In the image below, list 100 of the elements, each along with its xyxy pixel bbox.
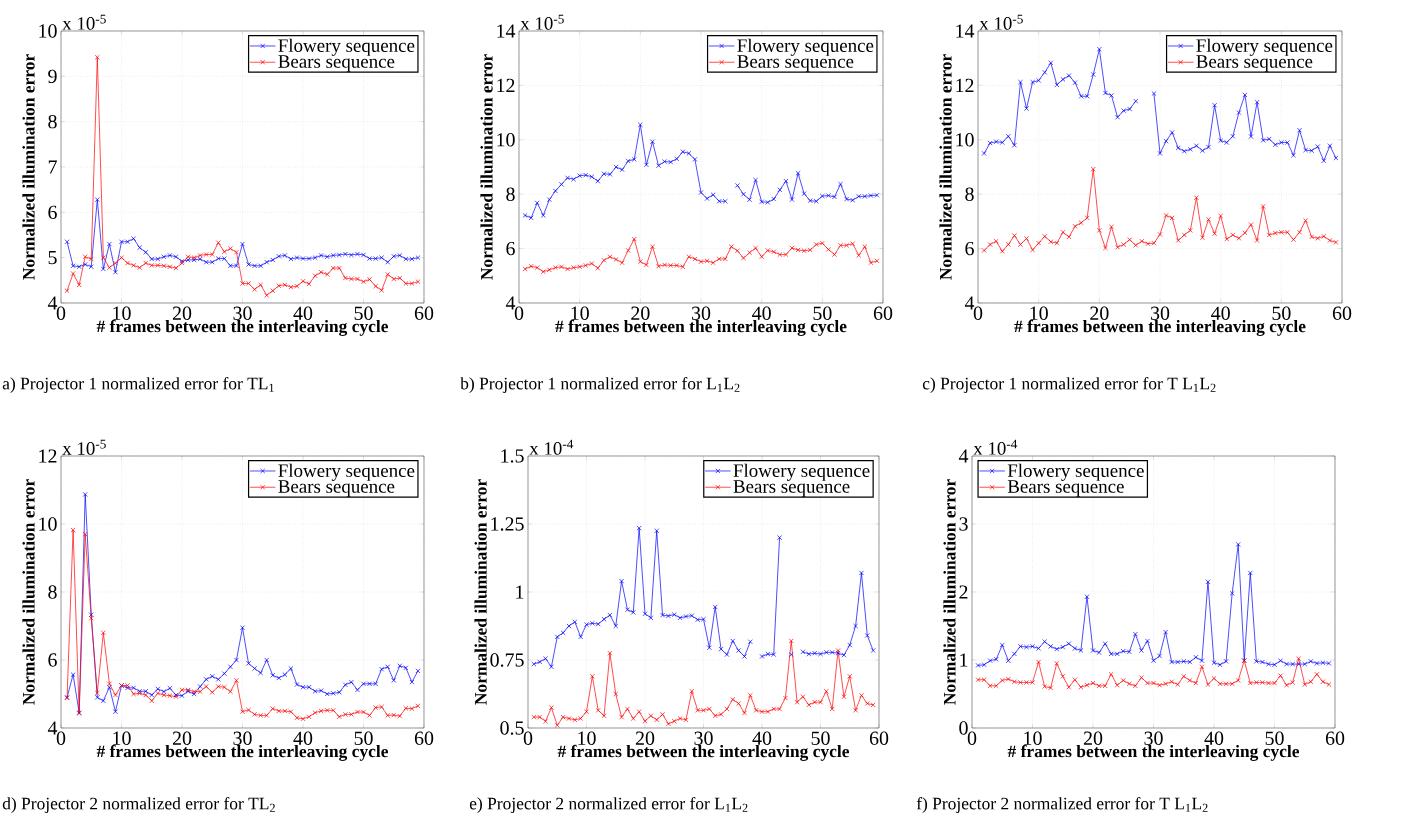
point: [100, 266, 106, 272]
point: [654, 717, 660, 723]
legend-label: Flowery sequence: [737, 38, 874, 56]
point: [554, 722, 560, 728]
point: [1175, 145, 1181, 151]
point: [1109, 92, 1114, 98]
point: [64, 288, 70, 294]
point: [637, 259, 643, 265]
point: [624, 607, 630, 613]
x-tick-label: 50: [354, 306, 373, 320]
point: [832, 252, 837, 258]
point: [1163, 138, 1169, 144]
point: [771, 196, 777, 202]
point: [724, 706, 730, 712]
y-tick-label: 14: [956, 24, 975, 38]
point: [724, 652, 730, 658]
point: [1320, 679, 1326, 685]
point: [625, 248, 631, 253]
x-axis-title: # frames between the interleaving cycle: [96, 744, 389, 761]
point: [125, 260, 131, 266]
point: [373, 283, 379, 289]
point: [1121, 242, 1127, 247]
point: [1157, 150, 1163, 156]
point: [1108, 671, 1114, 677]
point: [654, 528, 660, 534]
y-tick-label: 0.75: [490, 653, 524, 667]
point: [619, 578, 625, 584]
y-tick-label: 9: [48, 69, 57, 84]
point: [993, 238, 999, 244]
point: [258, 282, 264, 288]
point: [1333, 155, 1339, 161]
point: [1133, 98, 1139, 104]
point: [1072, 80, 1078, 86]
point: [548, 705, 554, 711]
legend-label: Bears sequence: [278, 55, 395, 72]
point: [531, 661, 537, 667]
point: [149, 692, 155, 698]
point: [636, 525, 642, 531]
x-tick-label: 50: [811, 731, 830, 745]
y-tick-label: 4: [964, 296, 975, 310]
point: [1072, 677, 1078, 683]
point: [1248, 134, 1254, 139]
point: [981, 248, 987, 253]
point: [656, 163, 662, 169]
x-tick-label: 60: [873, 306, 893, 320]
point: [1211, 675, 1217, 681]
point: [1229, 590, 1235, 596]
point: [209, 689, 215, 695]
point: [636, 709, 642, 715]
point: [795, 170, 801, 176]
point: [1036, 659, 1042, 665]
point: [1090, 680, 1096, 686]
y-tick-label: 2: [959, 585, 968, 599]
x-tick-label: 60: [1325, 731, 1345, 745]
x-tick-label: 50: [1272, 306, 1291, 320]
point: [1236, 110, 1242, 116]
point: [1327, 143, 1333, 149]
point: [1297, 229, 1303, 235]
point: [209, 673, 215, 679]
point: [800, 649, 806, 655]
point: [1072, 645, 1078, 651]
point: [1181, 673, 1187, 679]
point: [246, 660, 252, 666]
point: [70, 527, 76, 533]
point: [718, 646, 724, 652]
point: [862, 244, 868, 250]
point: [734, 183, 740, 188]
point: [747, 692, 753, 698]
point: [240, 625, 245, 631]
point: [1109, 224, 1114, 230]
point: [1096, 650, 1102, 655]
y-tick-label: 10: [497, 133, 515, 147]
point: [143, 260, 149, 266]
point: [607, 650, 613, 656]
point: [630, 609, 636, 615]
point: [548, 664, 554, 670]
y-tick-label: 0.5: [500, 721, 524, 735]
point: [619, 714, 625, 720]
point: [137, 265, 143, 271]
x-tick-label: 10: [1024, 731, 1042, 745]
point: [1169, 129, 1175, 135]
y-tick-label: 1.5: [501, 449, 524, 463]
point: [367, 712, 373, 718]
point: [379, 287, 385, 293]
point: [753, 177, 759, 183]
point: [1291, 152, 1296, 158]
point: [847, 642, 853, 648]
point: [1138, 675, 1144, 681]
x-tick-label: 20: [635, 731, 655, 745]
point: [741, 191, 746, 197]
point: [1066, 234, 1072, 240]
point: [100, 255, 106, 261]
point: [537, 659, 543, 665]
point: [1297, 127, 1303, 133]
point: [981, 150, 987, 156]
point: [1218, 213, 1224, 219]
point: [264, 259, 270, 265]
point: [131, 262, 137, 268]
point: [999, 248, 1005, 254]
point: [800, 694, 806, 700]
